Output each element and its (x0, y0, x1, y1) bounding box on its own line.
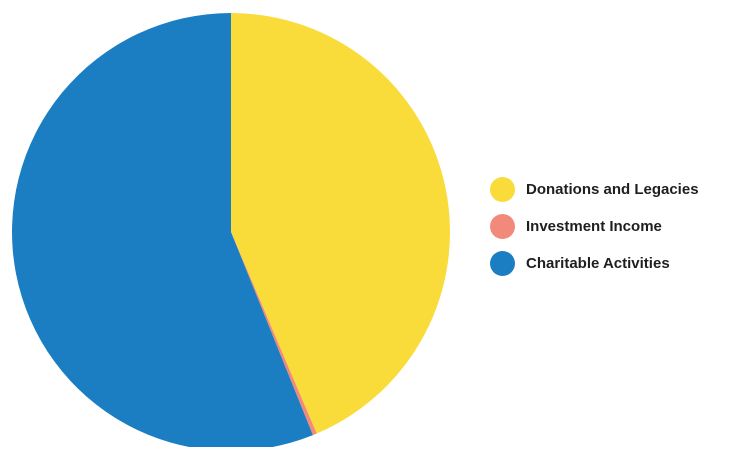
legend-swatch-donations (490, 177, 515, 202)
legend: Donations and Legacies Investment Income… (490, 176, 730, 287)
legend-item-donations[interactable]: Donations and Legacies (490, 176, 730, 203)
legend-label-charitable: Charitable Activities (526, 255, 670, 272)
pie-slice-donations[interactable] (231, 13, 450, 434)
legend-label-donations: Donations and Legacies (526, 181, 699, 198)
legend-swatch-investment (490, 214, 515, 239)
legend-item-investment[interactable]: Investment Income (490, 213, 730, 240)
legend-swatch-charitable (490, 251, 515, 276)
legend-item-charitable[interactable]: Charitable Activities (490, 250, 730, 277)
pie-slice-charitable[interactable] (11, 13, 313, 452)
pie-slice-investment[interactable] (231, 232, 317, 436)
legend-label-investment: Investment Income (526, 218, 662, 235)
